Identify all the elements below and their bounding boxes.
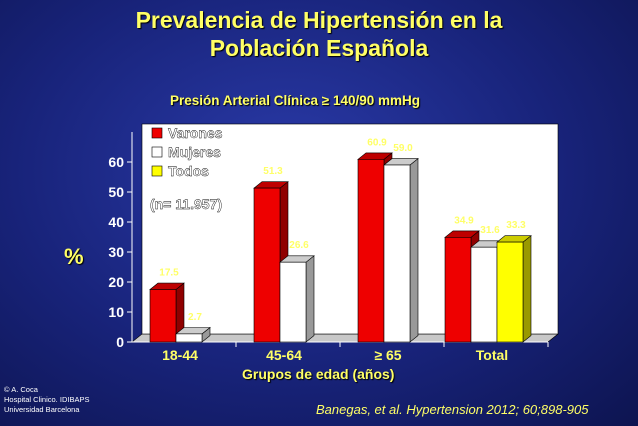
bar-side [409, 157, 419, 343]
legend-label-mujeres: Mujeres [168, 144, 221, 160]
bar-side [305, 255, 315, 343]
y-tick-label: 60 [108, 154, 124, 170]
y-tick-label: 50 [108, 184, 124, 200]
data-label: 60.9 [367, 137, 387, 148]
bar-mujeres-3 [470, 246, 498, 343]
bar-varones-2 [357, 159, 385, 343]
y-tick-label: 10 [108, 304, 124, 320]
legend-label-todos: Todos [168, 163, 209, 179]
y-tick-label: 20 [108, 274, 124, 290]
data-label: 2.7 [188, 312, 202, 323]
chart-title: Prevalencia de Hipertensión en la Poblac… [0, 6, 638, 62]
data-label: 51.3 [263, 166, 283, 177]
legend-swatch-mujeres [151, 146, 163, 158]
legend-swatch-todos [151, 165, 163, 177]
x-tick-label: ≥ 65 [374, 347, 401, 363]
chart-title-line-2: Población Española [209, 35, 429, 61]
legend-swatch-varones [151, 127, 163, 139]
y-tick-label: 30 [108, 244, 124, 260]
credit-line-2: Hospital Clinico. IDIBAPS [4, 395, 90, 404]
data-label: 17.5 [159, 268, 179, 279]
data-label: 34.9 [454, 215, 474, 226]
bar-varones-0 [149, 289, 177, 343]
bar-varones-3 [444, 237, 472, 343]
y-tick-label: 0 [116, 334, 124, 350]
x-tick-label: Total [476, 347, 508, 363]
credit-block: © A. Coca Hospital Clinico. IDIBAPS Univ… [4, 385, 89, 415]
x-tick-label: 18-44 [162, 347, 198, 363]
x-axis-label: Grupos de edad (años) [242, 366, 395, 382]
chart-subtitle: Presión Arterial Clínica ≥ 140/90 mmHg [170, 93, 421, 108]
x-tick-label: 45-64 [266, 347, 302, 363]
data-label: 26.6 [289, 240, 309, 251]
chart-title-line-1: Prevalencia de Hipertensión en la [135, 7, 503, 33]
y-tick-label: 40 [108, 214, 124, 230]
bar-mujeres-0 [175, 333, 203, 343]
citation: Banegas, et al. Hypertension 2012; 60;89… [316, 402, 589, 417]
credit-line-1: © A. Coca [4, 385, 38, 394]
bar-varones-1 [253, 187, 281, 343]
bar-side [522, 235, 532, 343]
bar-mujeres-1 [279, 261, 307, 343]
data-label: 33.3 [506, 220, 526, 231]
legend-label-varones: Varones [168, 125, 223, 141]
data-label: 59.0 [393, 143, 413, 154]
bar-mujeres-2 [383, 164, 411, 343]
data-label: 31.6 [480, 225, 500, 236]
bar-todos-3 [496, 241, 524, 343]
sample-size-note: (n= 11.957) [150, 196, 222, 212]
y-axis-label: % [64, 244, 84, 269]
credit-line-3: Universidad Barcelona [4, 405, 80, 414]
